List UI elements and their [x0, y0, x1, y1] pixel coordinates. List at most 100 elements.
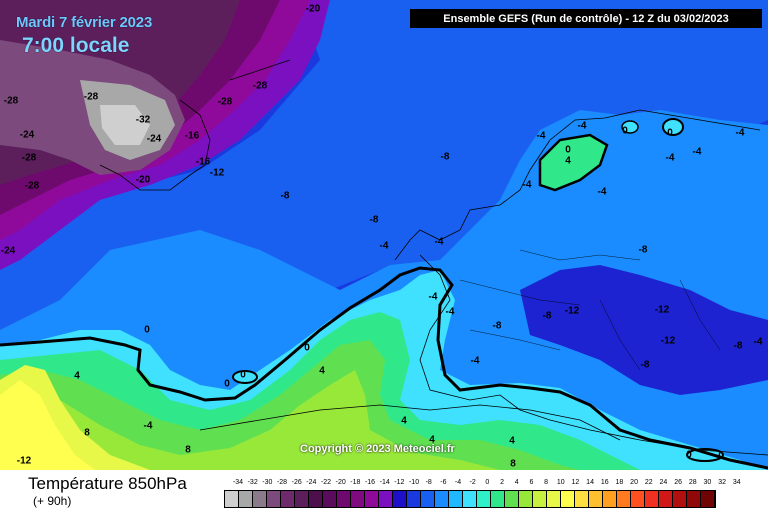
field-bubble-baltic — [621, 120, 639, 134]
legend-swatch — [379, 491, 393, 507]
color-scale — [224, 490, 716, 508]
isotherm-value-label: 0 — [144, 324, 150, 336]
isotherm-value-label: 0 — [240, 369, 246, 381]
isotherm-value-label: -8 — [638, 244, 648, 256]
legend-swatch — [351, 491, 365, 507]
isotherm-value-label: 0 — [686, 449, 692, 461]
isotherm-value-label: -12 — [564, 305, 580, 317]
isotherm-value-label: -8 — [640, 359, 650, 371]
legend-tick: -24 — [306, 479, 317, 486]
coastline-europe — [394, 109, 768, 456]
isotherm-value-label: -24 — [19, 129, 35, 141]
isotherm-value-label: -4 — [665, 152, 675, 164]
isotherm-value-label: -4 — [379, 240, 389, 252]
legend-tick: -26 — [291, 479, 302, 486]
isotherm-value-label: -12 — [660, 335, 676, 347]
isotherm-value-label: -8 — [280, 190, 290, 202]
legend-tick: -18 — [350, 479, 361, 486]
legend-swatch — [295, 491, 309, 507]
legend-tick: -14 — [379, 479, 390, 486]
isotherm-value-label: -28 — [217, 96, 233, 108]
isotherm-value-label: 4 — [565, 155, 571, 167]
field-bubble-finland — [662, 118, 684, 136]
isotherm-value-label: -20 — [305, 3, 321, 15]
isotherm-value-label: 4 — [74, 370, 80, 382]
lead-time: (+ 90h) — [33, 494, 72, 508]
legend-tick: -28 — [276, 479, 288, 486]
field-band-minus4 — [0, 110, 768, 470]
legend-tick: 8 — [544, 479, 549, 486]
isotherm-value-label: 0 — [667, 127, 673, 139]
legend-swatch — [449, 491, 463, 507]
isotherm-value-label: -8 — [492, 320, 502, 332]
isotherm-value-label: -16 — [195, 156, 211, 168]
isotherm-value-label: -4 — [536, 130, 546, 142]
field-bubble-east — [686, 448, 724, 462]
temperature-map — [0, 0, 768, 470]
isotherm-value-label: -8 — [733, 340, 743, 352]
legend-swatch — [505, 491, 519, 507]
legend-swatch — [547, 491, 561, 507]
isotherm-0 — [0, 266, 768, 470]
isotherm-value-label: 0 — [224, 378, 230, 390]
legend-swatch — [267, 491, 281, 507]
legend-tick: 12 — [571, 479, 580, 486]
isotherm-value-label: 8 — [84, 427, 90, 439]
legend-swatch — [365, 491, 379, 507]
legend-swatch — [281, 491, 295, 507]
isotherm-value-label: -28 — [3, 95, 19, 107]
legend-tick: -10 — [408, 479, 420, 486]
legend-swatch — [225, 491, 239, 507]
legend-tick: -8 — [425, 479, 432, 486]
isotherm-value-label: -8 — [369, 214, 379, 226]
field-bubble-scandinavia — [538, 133, 609, 192]
legend-swatch — [239, 491, 253, 507]
isotherm-value-label: 0 — [304, 342, 310, 354]
isotherm-value-label: -8 — [542, 310, 552, 322]
legend-swatch — [687, 491, 701, 507]
legend-swatch — [603, 491, 617, 507]
isotherm-value-label: -28 — [21, 152, 37, 164]
coastline-greenland — [99, 59, 291, 191]
isotherm-value-label: 4 — [509, 435, 515, 447]
isotherm-value-label: -4 — [470, 355, 480, 367]
isotherm-value-label: 8 — [185, 444, 191, 456]
field-band-minus12-core — [520, 265, 768, 395]
copyright-notice: Copyright © 2023 Meteociel.fr — [300, 443, 455, 455]
legend-tick: -4 — [454, 479, 462, 486]
isotherm-value-label: -4 — [434, 236, 444, 248]
isotherm-value-label: -12 — [209, 167, 225, 179]
legend-tick: -12 — [394, 479, 405, 486]
legend-tick: 26 — [674, 479, 682, 486]
legend-swatch — [393, 491, 407, 507]
legend-tick: -16 — [364, 479, 376, 486]
model-run-label: Ensemble GEFS (Run de contrôle) - 12 Z d… — [410, 9, 762, 28]
isotherm-value-label: -4 — [577, 120, 587, 132]
isotherm-value-label: -4 — [428, 291, 438, 303]
legend-swatch — [323, 491, 337, 507]
isotherm-value-label: -4 — [753, 336, 763, 348]
isotherm-value-label: 0 — [718, 450, 724, 462]
isotherm-value-label: -4 — [143, 420, 153, 432]
legend-tick: 34 — [732, 479, 741, 486]
isotherm-value-label: 0 — [622, 125, 628, 137]
isotherm-value-label: -12 — [654, 304, 670, 316]
forecast-local-time: 7:00 locale — [22, 34, 130, 57]
legend-tick: 4 — [514, 479, 519, 486]
field-band-14 — [0, 380, 95, 470]
legend-swatch — [645, 491, 659, 507]
legend-tick: -6 — [440, 479, 447, 486]
coastline-africa — [199, 404, 621, 441]
legend-swatch — [477, 491, 491, 507]
legend-tick: 18 — [615, 479, 624, 486]
legend-tick: -30 — [262, 479, 273, 486]
legend-swatch — [463, 491, 477, 507]
isotherm-value-label: -16 — [184, 130, 200, 142]
legend-tick: 10 — [556, 479, 565, 486]
legend-tick: 22 — [644, 479, 653, 486]
legend-tick: 2 — [500, 479, 504, 486]
legend-swatch — [421, 491, 435, 507]
isotherm-value-label: -24 — [146, 133, 162, 145]
isotherm-value-label: -4 — [692, 146, 702, 158]
